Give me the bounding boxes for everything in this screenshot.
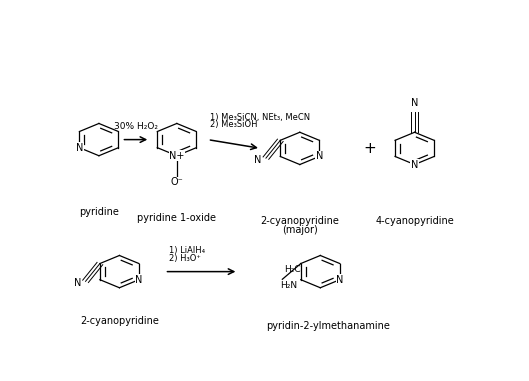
Text: 2) H₃O⁺: 2) H₃O⁺ xyxy=(169,255,200,263)
Text: pyridine 1-oxide: pyridine 1-oxide xyxy=(138,213,216,223)
Text: N: N xyxy=(411,98,418,108)
Text: H₂C: H₂C xyxy=(285,265,301,274)
Text: N: N xyxy=(74,278,81,288)
Text: N: N xyxy=(316,152,323,162)
Text: pyridine: pyridine xyxy=(79,207,119,217)
Text: (major): (major) xyxy=(282,225,318,235)
Text: 1) Me₃SiCN, NEt₃, MeCN: 1) Me₃SiCN, NEt₃, MeCN xyxy=(209,113,310,122)
Text: N: N xyxy=(411,160,418,170)
Text: 30% H₂O₂: 30% H₂O₂ xyxy=(114,122,158,131)
Text: 2) Me₃SiOH: 2) Me₃SiOH xyxy=(209,120,257,129)
Text: +: + xyxy=(363,141,376,156)
Text: N: N xyxy=(254,155,262,165)
Text: O⁻: O⁻ xyxy=(170,177,183,187)
Text: H₂N: H₂N xyxy=(280,281,297,290)
Text: 1) LiAlH₄: 1) LiAlH₄ xyxy=(169,247,205,256)
Text: 2-cyanopyridine: 2-cyanopyridine xyxy=(260,216,339,226)
Text: N: N xyxy=(76,142,83,153)
Text: N: N xyxy=(336,275,343,285)
Text: N+: N+ xyxy=(169,151,185,161)
Text: 2-cyanopyridine: 2-cyanopyridine xyxy=(80,315,159,326)
Text: N: N xyxy=(135,275,143,285)
Text: 4-cyanopyridine: 4-cyanopyridine xyxy=(375,216,454,226)
Text: pyridin-2-ylmethanamine: pyridin-2-ylmethanamine xyxy=(267,322,390,331)
